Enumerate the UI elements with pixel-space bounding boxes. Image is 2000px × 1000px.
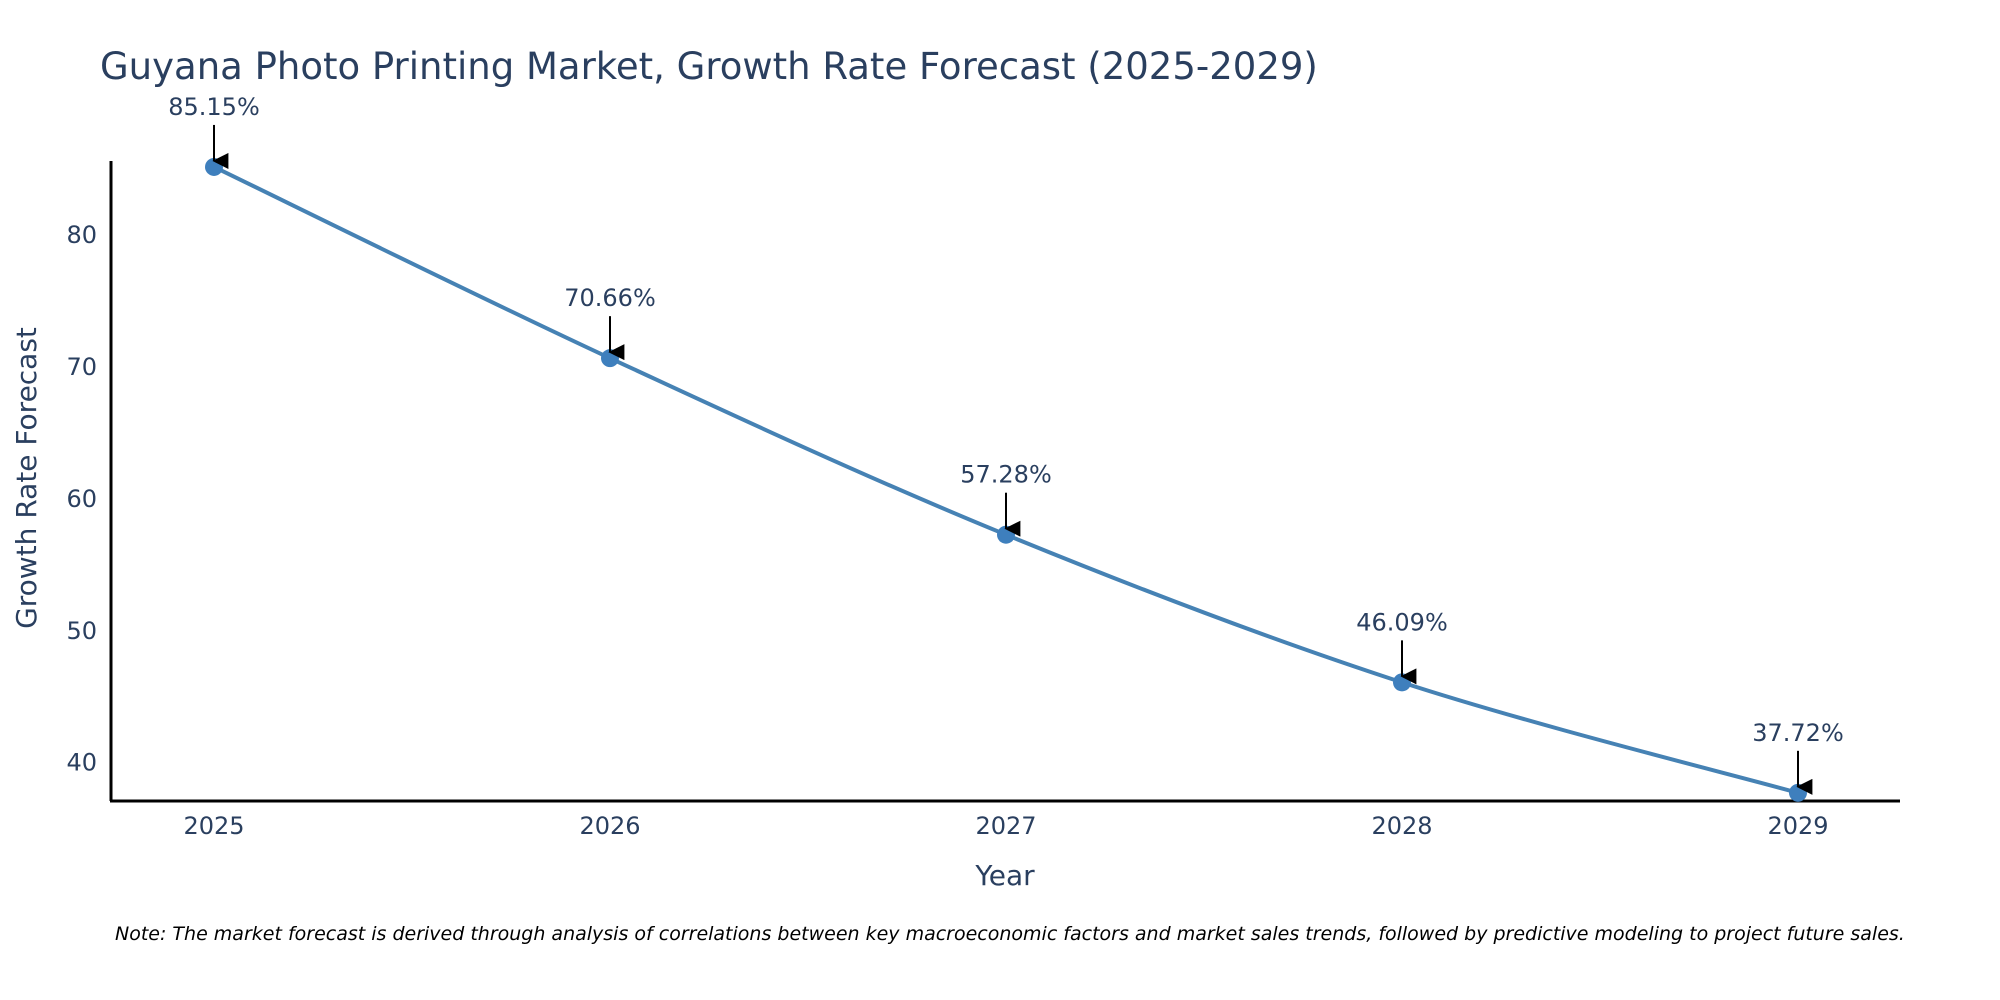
- chart-title: Guyana Photo Printing Market, Growth Rat…: [100, 45, 1318, 88]
- x-tick-label: 2027: [975, 812, 1036, 840]
- data-label: 57.28%: [960, 461, 1052, 489]
- x-tick-label: 2028: [1371, 812, 1432, 840]
- y-axis-title: Growth Rate Forecast: [10, 327, 43, 629]
- data-label: 85.15%: [168, 93, 260, 121]
- x-tick-label: 2029: [1767, 812, 1828, 840]
- y-axis-ticks: 40 50 60 70 80: [66, 221, 97, 777]
- x-tick-label: 2026: [579, 812, 640, 840]
- y-tick-label: 60: [66, 485, 97, 513]
- x-axis-title: Year: [974, 859, 1035, 892]
- footnote: Note: The market forecast is derived thr…: [115, 923, 1905, 945]
- data-annotations: 85.15% 70.66% 57.28% 46.09% 37.72%: [168, 93, 1844, 795]
- x-axis-ticks: 2025 2026 2027 2028 2029: [183, 812, 1828, 840]
- x-tick-label: 2025: [183, 812, 244, 840]
- y-tick-label: 50: [66, 617, 97, 645]
- y-tick-label: 40: [66, 749, 97, 777]
- data-label: 37.72%: [1752, 719, 1844, 747]
- data-label: 46.09%: [1356, 608, 1448, 636]
- y-tick-label: 70: [66, 353, 97, 381]
- data-label: 70.66%: [564, 284, 656, 312]
- y-tick-label: 80: [66, 221, 97, 249]
